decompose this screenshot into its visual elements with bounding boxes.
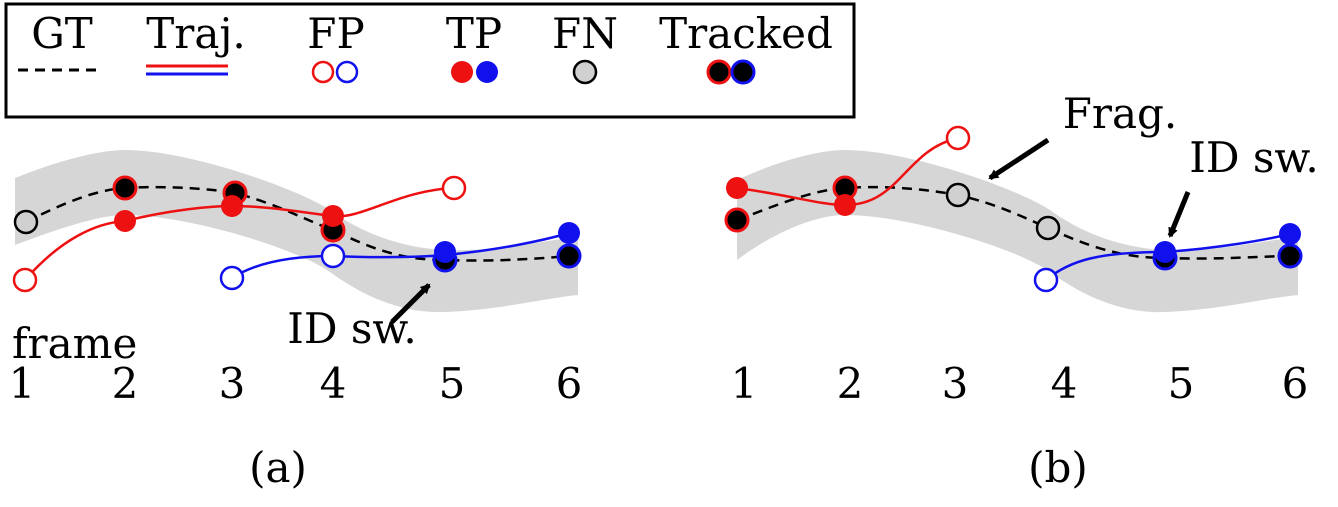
tp-red-marker [221, 195, 243, 217]
tp-red-marker [834, 194, 856, 216]
tracked-blue-marker [1277, 243, 1303, 269]
frame-tick-a-1: 1 [9, 359, 36, 408]
caption-a: (a) [249, 443, 307, 492]
frame-tick-b-1: 1 [731, 359, 758, 408]
legend-tp-blue-marker [476, 61, 498, 83]
legend-tracked-blue-marker [730, 59, 756, 85]
legend-fp-label: FP [307, 9, 364, 58]
fp-red-marker [12, 267, 38, 293]
frame-tick-a-3: 3 [219, 359, 246, 408]
frame-tick-b-4: 4 [1051, 359, 1078, 408]
tracked-red-marker [724, 207, 750, 233]
gt-band-a [15, 150, 578, 313]
tp-blue-marker [1279, 223, 1301, 245]
legend-fp-red-marker [311, 60, 335, 84]
legend-fn-marker [572, 59, 598, 85]
tracked-blue-marker [556, 243, 582, 269]
frame-tick-b-3: 3 [942, 359, 969, 408]
id-switch-arrow-b [1167, 191, 1191, 238]
frame-tick-a-4: 4 [320, 359, 347, 408]
panel-a: ID sw. frame 1 2 3 4 5 6 (a) [9, 150, 583, 492]
tp-blue-marker [434, 241, 456, 263]
panel-b: Frag. ID sw. 1 2 3 4 5 6 (b) [724, 89, 1319, 492]
frag-label: Frag. [1063, 89, 1178, 138]
frame-axis-label: frame [12, 319, 137, 368]
legend-tracked-red-marker [706, 59, 732, 85]
legend-tp-red-marker [451, 61, 473, 83]
legend-box [4, 2, 856, 119]
legend: GT Traj. FP TP FN Tracked [4, 2, 856, 119]
frame-tick-b-6: 6 [1282, 359, 1309, 408]
fp-red-marker [945, 125, 971, 151]
tp-blue-marker [558, 222, 580, 244]
legend-gt-label: GT [31, 9, 93, 58]
fn-marker [1035, 215, 1061, 241]
id-switch-arrow-a [390, 283, 431, 324]
id-switch-label-b: ID sw. [1189, 133, 1319, 182]
tp-red-marker [322, 205, 344, 227]
frame-tick-a-6: 6 [556, 359, 583, 408]
fn-marker [945, 182, 971, 208]
frame-tick-a-5: 5 [439, 359, 466, 408]
legend-tp-label: TP [446, 9, 502, 58]
gt-line-a [25, 185, 570, 262]
tp-blue-marker [1154, 241, 1176, 263]
caption-b: (b) [1028, 443, 1088, 492]
legend-fn-label: FN [552, 9, 618, 58]
frame-tick-b-5: 5 [1168, 359, 1195, 408]
legend-traj-label: Traj. [146, 9, 246, 58]
legend-fp-blue-marker [335, 60, 359, 84]
frame-tick-a-2: 2 [112, 359, 139, 408]
frame-tick-b-2: 2 [837, 359, 864, 408]
gt-band-b [737, 150, 1298, 313]
tp-red-marker [114, 210, 136, 232]
legend-tracked-label: Tracked [659, 9, 833, 58]
fp-red-marker [441, 175, 467, 201]
fp-blue-marker [219, 265, 245, 291]
traj-blue-a [231, 231, 570, 280]
frag-arrow [988, 137, 1050, 181]
fp-blue-marker [1033, 267, 1059, 293]
tracked-red-marker [112, 175, 138, 201]
tp-red-marker [726, 177, 748, 199]
fn-marker [13, 209, 39, 235]
fp-blue-marker [320, 243, 346, 269]
id-switch-label-a: ID sw. [287, 304, 417, 353]
